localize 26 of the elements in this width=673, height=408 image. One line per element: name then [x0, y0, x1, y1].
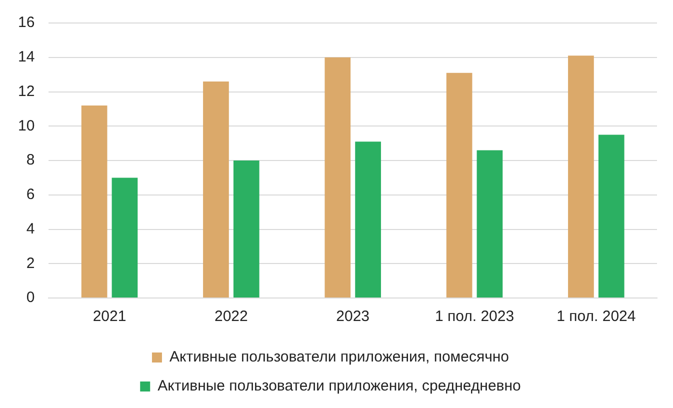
bar: [476, 150, 503, 298]
bar: [324, 57, 351, 298]
y-tick-label: 4: [26, 220, 35, 238]
y-tick-label: 16: [18, 14, 35, 32]
bar: [203, 81, 229, 298]
bar: [568, 56, 594, 298]
x-tick-label: 1 пол. 2023: [434, 308, 514, 326]
y-tick-label: 10: [18, 117, 35, 134]
y-tick-label: 14: [18, 48, 35, 66]
y-tick-label: 0: [26, 289, 35, 306]
bar: [233, 160, 260, 298]
x-tick-label: 2022: [214, 308, 248, 326]
bar: [355, 142, 381, 298]
x-tick-label: 2023: [336, 308, 370, 326]
legend-label: Активные пользователи приложения, помесячно: [169, 348, 510, 366]
y-tick-label: 2: [26, 254, 35, 272]
y-tick-label: 6: [26, 186, 35, 204]
y-tick-label: 12: [18, 82, 35, 100]
bar: [112, 178, 138, 298]
bar: [446, 72, 472, 298]
bar: [81, 106, 108, 298]
legend-label: Активные пользователи приложения, среднедневно: [158, 378, 521, 395]
x-tick-label: 1 пол. 2024: [556, 308, 636, 326]
y-tick-label: 8: [26, 152, 35, 169]
bar: [598, 134, 624, 298]
x-tick-label: 2021: [92, 308, 126, 326]
